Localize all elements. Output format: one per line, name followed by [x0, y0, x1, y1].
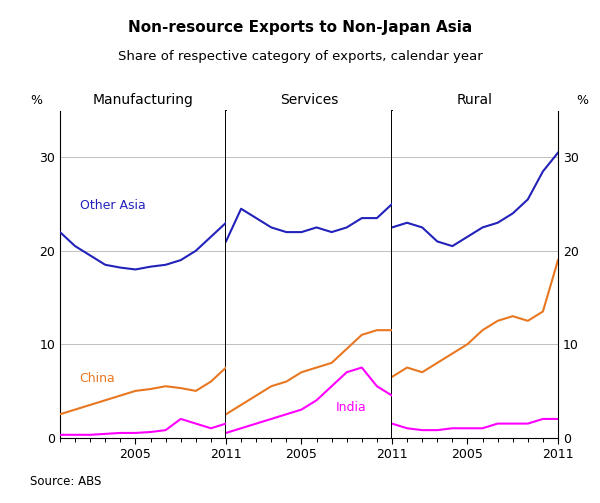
Text: Non-resource Exports to Non-Japan Asia: Non-resource Exports to Non-Japan Asia	[128, 20, 472, 35]
Text: %: %	[30, 95, 42, 108]
Text: Source: ABS: Source: ABS	[30, 475, 101, 488]
Text: Share of respective category of exports, calendar year: Share of respective category of exports,…	[118, 50, 482, 63]
Text: India: India	[336, 401, 367, 414]
Text: China: China	[80, 372, 115, 385]
Text: Manufacturing: Manufacturing	[92, 94, 193, 108]
Text: Services: Services	[280, 94, 338, 108]
Text: %: %	[576, 95, 588, 108]
Text: Other Asia: Other Asia	[80, 199, 145, 212]
Text: Rural: Rural	[457, 94, 493, 108]
